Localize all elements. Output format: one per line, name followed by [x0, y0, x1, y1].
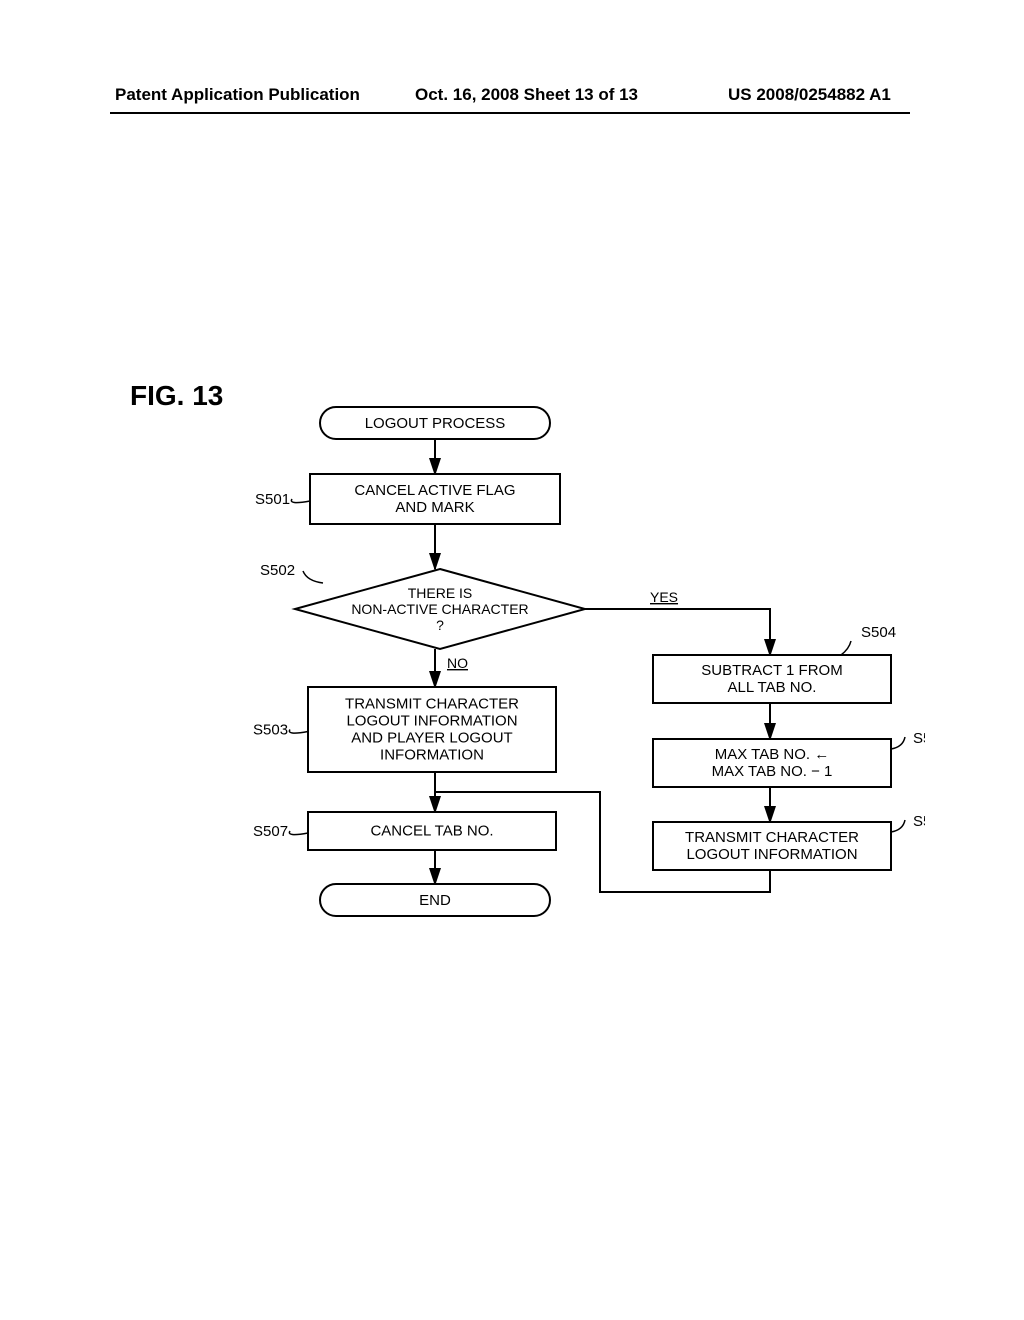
svg-text:?: ?	[436, 617, 444, 633]
page-header: Patent Application Publication Oct. 16, …	[0, 85, 1024, 113]
svg-text:S507: S507	[253, 823, 288, 840]
svg-text:S502: S502	[260, 562, 295, 579]
svg-text:LOGOUT INFORMATION: LOGOUT INFORMATION	[686, 846, 857, 863]
svg-text:SUBTRACT 1 FROM: SUBTRACT 1 FROM	[701, 662, 842, 679]
svg-text:S501: S501	[255, 491, 290, 508]
svg-text:ALL TAB NO.: ALL TAB NO.	[728, 679, 817, 696]
svg-text:LOGOUT INFORMATION: LOGOUT INFORMATION	[346, 713, 517, 730]
svg-text:AND PLAYER LOGOUT: AND PLAYER LOGOUT	[351, 730, 512, 747]
svg-text:CANCEL TAB NO.: CANCEL TAB NO.	[370, 823, 493, 840]
svg-text:MAX TAB NO. − 1: MAX TAB NO. − 1	[712, 763, 833, 780]
svg-text:AND MARK: AND MARK	[395, 499, 474, 516]
svg-text:THERE IS: THERE IS	[408, 585, 473, 601]
svg-text:NON-ACTIVE CHARACTER: NON-ACTIVE CHARACTER	[351, 601, 528, 617]
svg-text:MAX TAB NO. ←: MAX TAB NO. ←	[715, 746, 829, 763]
page: Patent Application Publication Oct. 16, …	[0, 0, 1024, 1320]
svg-text:S504: S504	[861, 624, 896, 641]
flowchart: NOYESLOGOUT PROCESSCANCEL ACTIVE FLAGAND…	[105, 392, 925, 952]
svg-text:INFORMATION: INFORMATION	[380, 747, 484, 764]
svg-text:TRANSMIT CHARACTER: TRANSMIT CHARACTER	[345, 696, 519, 713]
header-right: US 2008/0254882 A1	[728, 85, 891, 105]
svg-text:S506: S506	[913, 813, 925, 830]
svg-text:S505: S505	[913, 730, 925, 747]
header-left: Patent Application Publication	[115, 85, 360, 105]
header-rule	[110, 112, 910, 114]
svg-text:NO: NO	[447, 655, 468, 671]
svg-text:CANCEL ACTIVE FLAG: CANCEL ACTIVE FLAG	[354, 482, 515, 499]
svg-text:S503: S503	[253, 722, 288, 739]
svg-text:END: END	[419, 892, 451, 909]
svg-text:YES: YES	[650, 589, 678, 605]
svg-text:TRANSMIT CHARACTER: TRANSMIT CHARACTER	[685, 829, 859, 846]
svg-text:LOGOUT PROCESS: LOGOUT PROCESS	[365, 415, 506, 432]
header-center: Oct. 16, 2008 Sheet 13 of 13	[415, 85, 638, 105]
